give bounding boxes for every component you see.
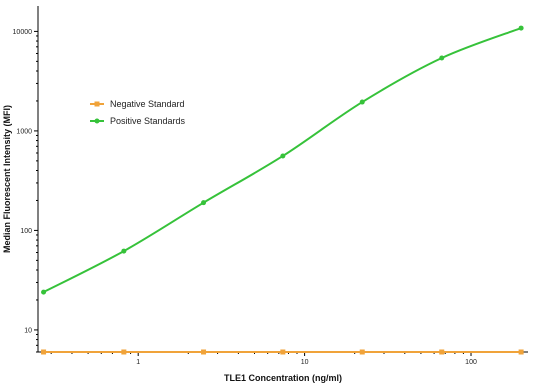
y-tick-label: 1000 [16, 128, 32, 135]
positive-standards-point [201, 200, 207, 206]
axes [37, 6, 528, 353]
positive-standards-line [43, 27, 522, 293]
positive-standards-point [439, 55, 445, 61]
x-tick-label: 10 [301, 359, 309, 366]
x-axis-title: TLE1 Concentration (ng/ml) [224, 373, 342, 383]
negative-standard-point [201, 349, 207, 355]
legend-marker-positive-standards [94, 118, 100, 124]
legend-marker-negative-standard [94, 101, 100, 107]
negative-standard-point [280, 349, 286, 355]
y-tick-label: 10000 [13, 29, 33, 36]
y-axis-title: Median Fluorescent Intensity (MFI) [2, 105, 12, 253]
x-tick-label: 1 [136, 359, 140, 366]
negative-standard-point [518, 349, 524, 355]
y-tick-label: 100 [20, 228, 32, 235]
legend-label-positive-standards: Positive Standards [110, 116, 186, 126]
positive-standards-point [518, 25, 524, 31]
positive-standards-point [41, 289, 47, 295]
negative-standard-point [41, 349, 47, 355]
positive-standards-point [280, 153, 286, 159]
positive-standards-point [359, 99, 365, 105]
positive-standards-point [121, 248, 127, 254]
series-layer [41, 25, 524, 355]
negative-standard-point [359, 349, 365, 355]
y-tick-label: 10 [24, 327, 32, 334]
negative-standard-point [439, 349, 445, 355]
legend: Negative Standard Positive Standards [90, 99, 186, 126]
y-ticks: 10 100 1000 10000 [13, 29, 38, 353]
negative-standard-point [121, 349, 127, 355]
x-tick-label: 100 [465, 359, 477, 366]
legend-label-negative-standard: Negative Standard [110, 99, 185, 109]
